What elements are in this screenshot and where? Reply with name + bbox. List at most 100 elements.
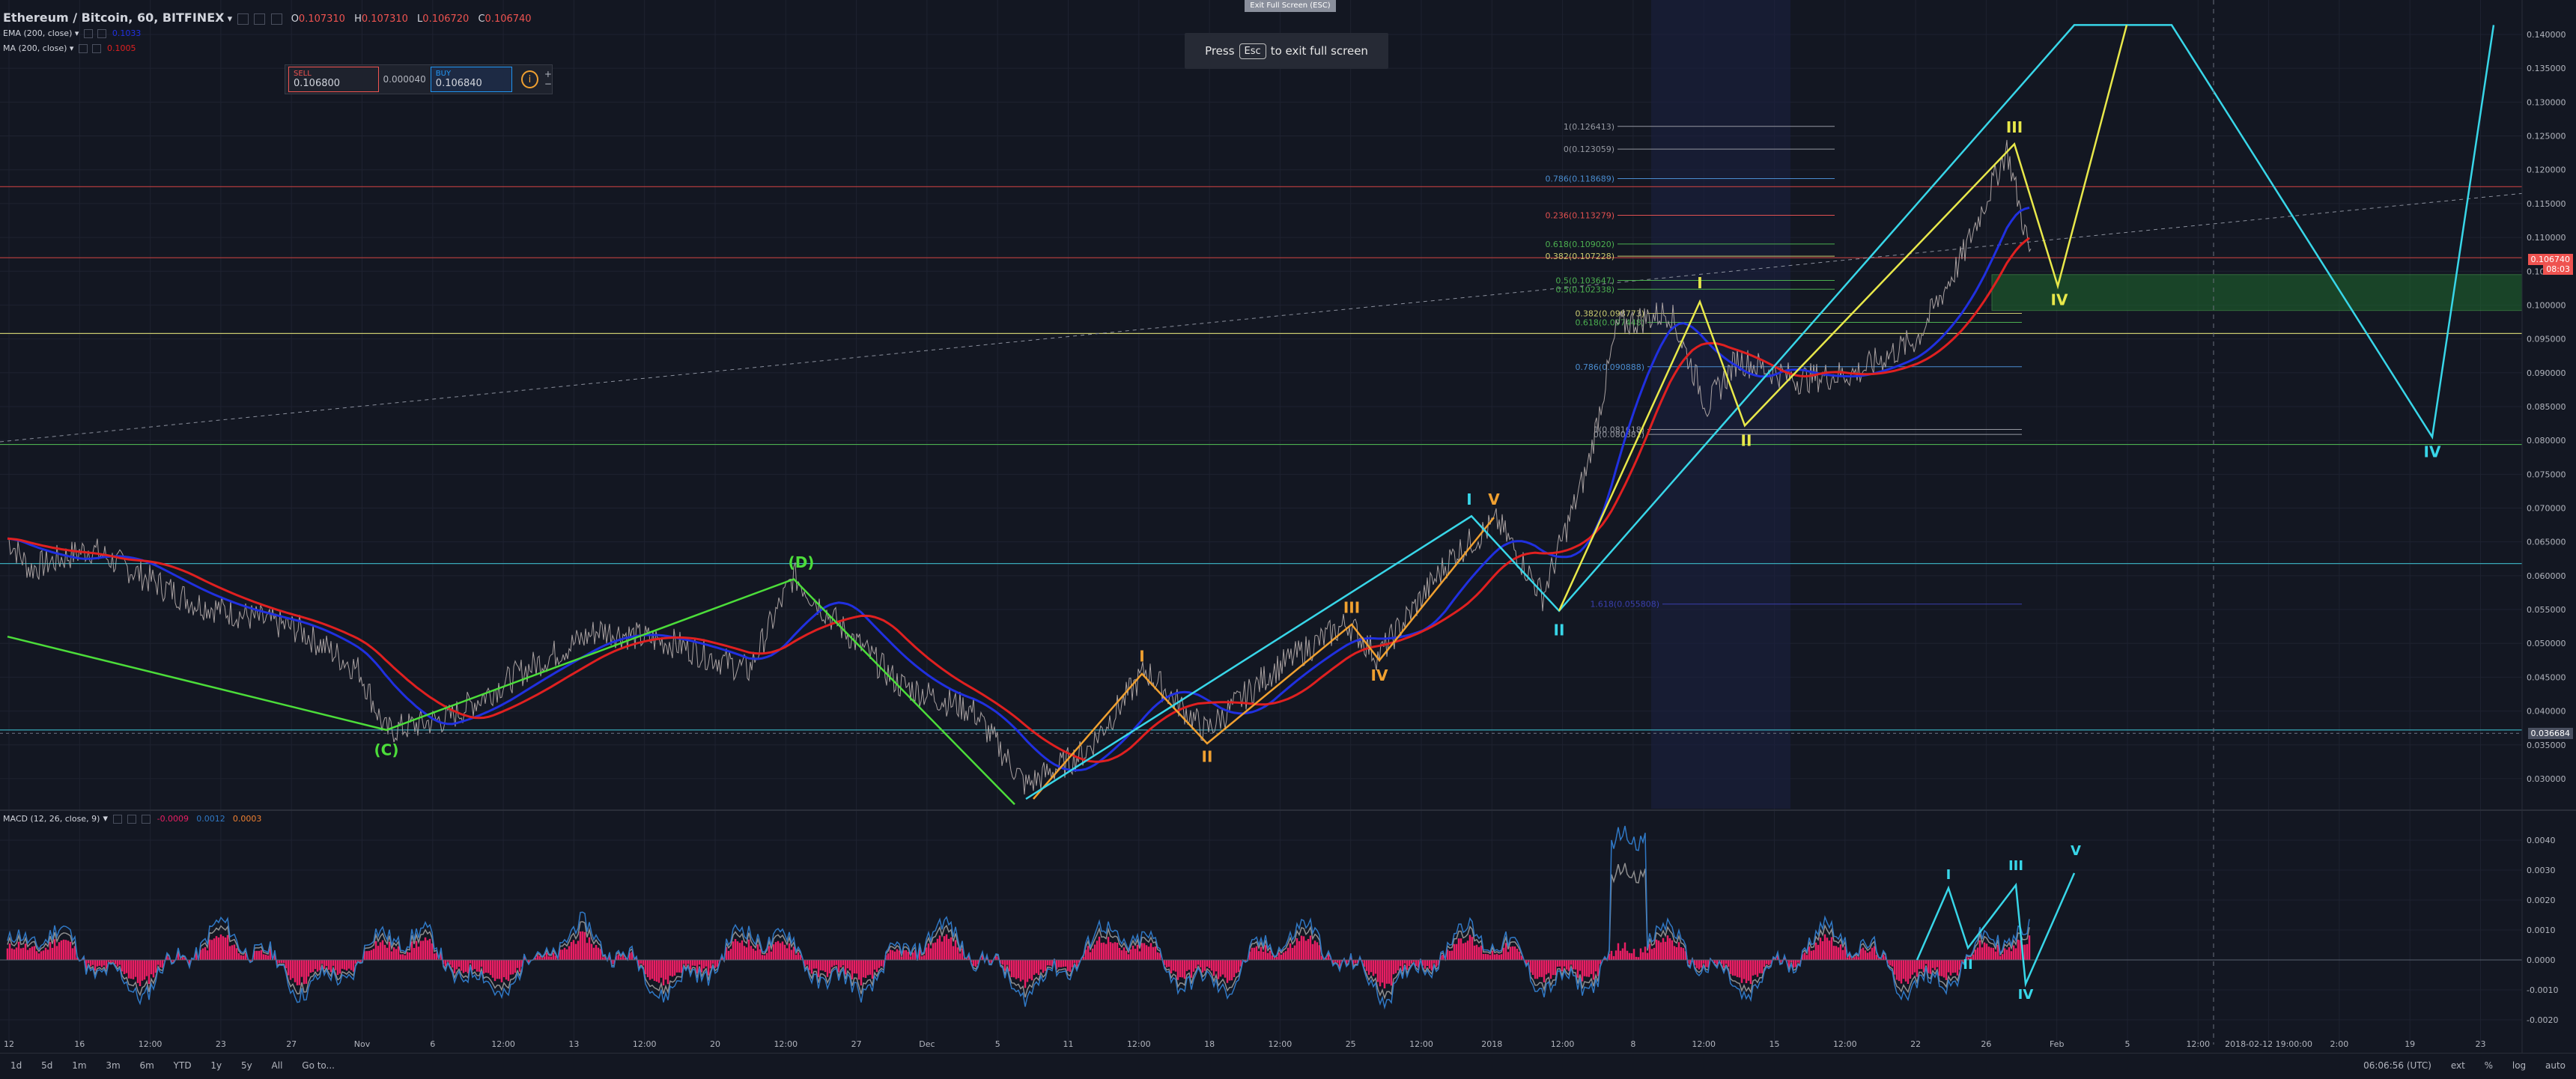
ma-line (7, 237, 2030, 763)
price-tick-label: 0.065000 (2527, 538, 2566, 547)
time-tick-label: 8 (1630, 1039, 1635, 1049)
fib-level-label: 1.618(0.055808) (1590, 600, 1659, 610)
macd-legend[interactable]: MACD (12, 26, close, 9) ▾ -0.0009 0.0012… (3, 813, 261, 824)
time-tick-label: 13 (568, 1039, 579, 1049)
dropdown-icon[interactable]: ▾ (69, 43, 74, 53)
quantity-stepper[interactable]: + − (544, 69, 552, 89)
fib-level-label: 0.5(0.102338) (1555, 285, 1614, 294)
wave-label: (D) (789, 553, 815, 571)
macd-tick-label: 0.0030 (2527, 866, 2556, 875)
range-1d-button[interactable]: 1d (10, 1060, 22, 1071)
exit-fullscreen-tab[interactable]: Exit Full Screen (ESC) (1245, 0, 1336, 12)
range-5d-button[interactable]: 5d (41, 1060, 53, 1071)
buy-label: BUY (435, 70, 452, 78)
goto-button[interactable]: Go to... (302, 1060, 335, 1071)
visibility-icon[interactable] (237, 13, 249, 25)
time-tick-label: 12:00 (1409, 1039, 1433, 1049)
settings-icon[interactable] (127, 814, 137, 824)
time-tick-label: Dec (919, 1039, 935, 1049)
settings-icon[interactable] (92, 44, 102, 53)
price-tick-label: 0.140000 (2527, 30, 2566, 40)
visibility-icon[interactable] (83, 29, 93, 38)
moving-averages (7, 206, 2030, 772)
cyan-wave-path (1025, 24, 2495, 800)
time-tick-label: 11 (1063, 1039, 1074, 1049)
price-tick-label: 0.055000 (2527, 605, 2566, 615)
sell-price: 0.106800 (294, 78, 341, 89)
ext-toggle[interactable]: ext (2450, 1060, 2465, 1071)
ma-label[interactable]: MA (200, close) (3, 43, 67, 53)
macd-tick-label: 0.0010 (2527, 925, 2556, 935)
info-icon[interactable]: i (520, 70, 538, 88)
ema-line (7, 206, 2030, 772)
ma-legend[interactable]: MA (200, close) ▾ 0.1005 (3, 43, 136, 53)
fibonacci-retracements: 1(0.126413) 0(0.123059) 0.786(0.118689) 0.2… (1545, 122, 2022, 610)
buy-button[interactable]: BUY 0.106840 (430, 67, 512, 92)
pane-frame (0, 0, 2576, 1053)
wave-label: (C) (374, 741, 399, 759)
macd-wave-path (1916, 872, 2076, 988)
time-tick-label: 2:00 (2330, 1039, 2349, 1049)
price-tag: 0.106740 (2527, 253, 2573, 265)
sell-button[interactable]: SELL 0.106800 (288, 67, 379, 92)
range-3m-button[interactable]: 3m (106, 1060, 121, 1071)
price-tick-label: 0.030000 (2527, 774, 2566, 784)
settings-icon[interactable] (97, 29, 107, 38)
price-tick-label: 0.045000 (2527, 672, 2566, 682)
macd-wave-label: V (2071, 843, 2081, 859)
banner-press-text: Press (1205, 44, 1235, 58)
wave-label: III (2006, 118, 2023, 136)
fib-level-label: 0.618(0.097448) (1575, 317, 1644, 327)
price-tick-label: 0.125000 (2527, 132, 2566, 142)
time-tick-label: 2018 (1481, 1039, 1502, 1049)
log-toggle[interactable]: log (2512, 1060, 2527, 1071)
wave-label: IV (1371, 666, 1388, 684)
close-icon[interactable] (270, 13, 282, 25)
price-tag: 0.036684 (2527, 727, 2573, 739)
wave-label: II (1741, 431, 1752, 449)
range-1m-button[interactable]: 1m (72, 1060, 87, 1071)
range-all-button[interactable]: All (271, 1060, 283, 1071)
time-tick-label: 12:00 (2186, 1039, 2210, 1049)
symbol-legend[interactable]: Ethereum / Bitcoin, 60, BITFINEX ▾ O0.10… (3, 10, 532, 25)
settings-icon[interactable] (254, 13, 266, 25)
range-ytd-button[interactable]: YTD (173, 1060, 192, 1071)
time-tick-label: 20 (710, 1039, 720, 1049)
fib-level-label: 0.382(0.098773) (1575, 309, 1644, 319)
time-tick-label: 15 (1770, 1039, 1780, 1049)
dropdown-icon[interactable]: ▾ (227, 13, 233, 25)
dropdown-icon[interactable]: ▾ (74, 28, 79, 38)
range-5y-button[interactable]: 5y (240, 1060, 252, 1071)
dropdown-icon[interactable]: ▾ (103, 813, 109, 824)
time-tick-label: 12:00 (1833, 1039, 1857, 1049)
price-tick-label: 0.130000 (2527, 97, 2566, 107)
fib-level-label: 0.786(0.118689) (1545, 174, 1614, 184)
range-1y-button[interactable]: 1y (210, 1060, 222, 1071)
price-tick-label: 0.090000 (2527, 368, 2566, 378)
time-tick-label: 12:00 (139, 1039, 162, 1049)
ohlc-low: L0.106720 (417, 13, 470, 25)
auto-toggle[interactable]: auto (2545, 1060, 2566, 1071)
time-tick-label: 18 (1204, 1039, 1215, 1049)
ema-legend[interactable]: EMA (200, close) ▾ 0.1033 (3, 28, 141, 38)
ema-label[interactable]: EMA (200, close) (3, 28, 73, 38)
visibility-icon[interactable] (113, 814, 123, 824)
visibility-icon[interactable] (78, 44, 88, 53)
symbol-title[interactable]: Ethereum / Bitcoin, 60, BITFINEX (3, 10, 225, 25)
macd-label[interactable]: MACD (12, 26, close, 9) (3, 814, 100, 824)
close-icon[interactable] (142, 814, 151, 824)
price-tick-label: 0.070000 (2527, 504, 2566, 514)
grid-lines (0, 0, 2522, 1045)
time-tick-label: 16 (74, 1039, 85, 1049)
price-tick-label: 0.060000 (2527, 571, 2566, 581)
macd-histogram (6, 931, 2031, 988)
ohlc-open: O0.107310 (291, 13, 345, 25)
orange-wave-path (1033, 517, 1495, 800)
macd-wave-label: II (1963, 957, 1972, 973)
range-6m-button[interactable]: 6m (139, 1060, 154, 1071)
time-tick-label: 19 (2405, 1039, 2415, 1049)
percent-toggle[interactable]: % (2484, 1060, 2494, 1071)
